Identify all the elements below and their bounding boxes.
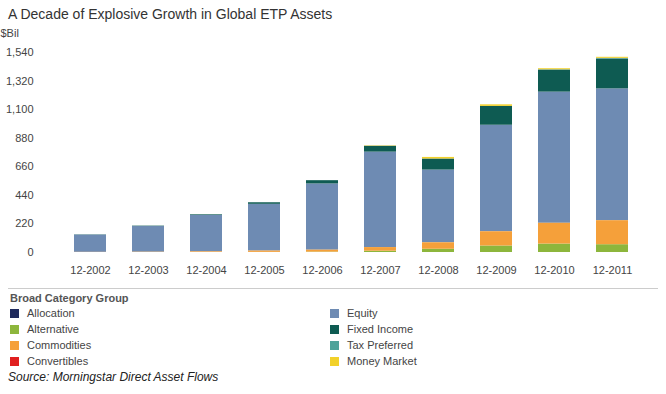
html-text:Fixed Income: Fixed Income bbox=[347, 323, 413, 335]
svg-text:1,320: 1,320 bbox=[6, 75, 34, 87]
svg-text:0: 0 bbox=[27, 246, 33, 258]
svg-text:12-2004: 12-2004 bbox=[186, 264, 226, 276]
html-text:Broad Category Group: Broad Category Group bbox=[10, 292, 129, 304]
html-text:A Decade of Explosive Growth i: A Decade of Explosive Growth in Global E… bbox=[8, 6, 333, 22]
svg-text:12-2008: 12-2008 bbox=[418, 264, 458, 276]
svg-text:880: 880 bbox=[15, 132, 33, 144]
html-text:Money Market: Money Market bbox=[347, 355, 417, 367]
html-text:Equity: Equity bbox=[347, 307, 378, 319]
svg-text:$Bil: $Bil bbox=[1, 27, 19, 39]
html-text:Alternative: Alternative bbox=[27, 323, 79, 335]
svg-text:440: 440 bbox=[15, 189, 33, 201]
svg-text:660: 660 bbox=[15, 160, 33, 172]
svg-text:12-2009: 12-2009 bbox=[476, 264, 516, 276]
svg-text:12-2011: 12-2011 bbox=[593, 264, 633, 276]
svg-text:1,540: 1,540 bbox=[6, 46, 34, 58]
svg-text:12-2007: 12-2007 bbox=[360, 264, 400, 276]
html-text:Convertibles: Convertibles bbox=[27, 355, 89, 367]
svg-text:1,100: 1,100 bbox=[6, 103, 34, 115]
svg-text:12-2006: 12-2006 bbox=[302, 264, 342, 276]
svg-text:12-2002: 12-2002 bbox=[70, 264, 110, 276]
svg-text:220: 220 bbox=[15, 217, 33, 229]
svg-text:12-2003: 12-2003 bbox=[128, 264, 168, 276]
svg-text:12-2010: 12-2010 bbox=[534, 264, 574, 276]
svg-text:12-2005: 12-2005 bbox=[244, 264, 284, 276]
html-text:Source: Morningstar Direct Ass: Source: Morningstar Direct Asset Flows bbox=[8, 370, 219, 384]
html-text:Allocation: Allocation bbox=[27, 307, 75, 319]
html-text:Commodities: Commodities bbox=[27, 339, 92, 351]
html-text:Tax Preferred: Tax Preferred bbox=[347, 339, 413, 351]
